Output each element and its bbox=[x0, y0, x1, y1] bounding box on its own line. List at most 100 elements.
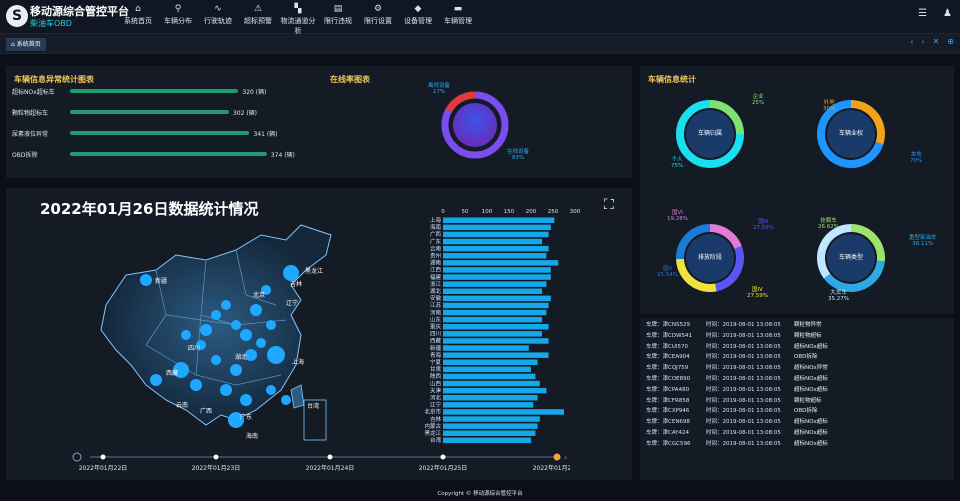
alert-log-row[interactable]: 车牌：津CNS529 时间：2019-08-01 13:08:05 颗粒物异常 bbox=[646, 320, 950, 331]
map-city-dot[interactable] bbox=[211, 310, 221, 320]
alert-log-row[interactable]: 车牌：津CGC596 时间：2019-08-01 13:08:05 超标NOx超标 bbox=[646, 439, 950, 450]
alert-log-row[interactable]: 车牌：津CDW541 时间：2019-08-01 13:08:05 颗粒物超标 bbox=[646, 331, 950, 342]
province-bar[interactable] bbox=[443, 231, 549, 238]
map-city-dot[interactable] bbox=[150, 374, 162, 386]
map-city-dot[interactable] bbox=[181, 330, 191, 340]
province-bar[interactable] bbox=[443, 352, 549, 358]
date-timeline[interactable]: › 2022年01月22日 2022年01月23日 2022年01月24日 2022年0… bbox=[70, 452, 581, 474]
province-bar[interactable] bbox=[443, 295, 551, 302]
nav-item-3[interactable]: ⚠ 超标预警 bbox=[238, 2, 278, 36]
map-city-dot[interactable] bbox=[283, 265, 299, 281]
timeline-play-button[interactable] bbox=[72, 452, 82, 462]
alert-log-row[interactable]: 车牌：津COE890 时间：2019-08-01 13:08:05 超标NOx超标 bbox=[646, 374, 950, 385]
map-taiwan bbox=[290, 384, 305, 409]
province-bar[interactable] bbox=[443, 217, 555, 224]
map-city-dot[interactable] bbox=[256, 338, 266, 348]
map-city-dot[interactable] bbox=[231, 320, 241, 330]
province-bar[interactable] bbox=[443, 316, 542, 323]
map-city-dot[interactable] bbox=[221, 300, 231, 310]
map-city-dot[interactable] bbox=[190, 379, 202, 391]
alert-log-row[interactable]: 车牌：津CPA480 时间：2019-08-01 13:08:05 超标NOx超标 bbox=[646, 385, 950, 396]
alert-log-row[interactable]: 车牌：津CUI570 时间：2019-08-01 13:08:05 超标NOx超标 bbox=[646, 342, 950, 353]
nav-item-7[interactable]: ◆ 设备管理 bbox=[398, 2, 438, 36]
log-plate: 车牌：津CAY424 bbox=[646, 429, 690, 436]
province-bar[interactable] bbox=[443, 281, 547, 287]
province-bar[interactable] bbox=[443, 274, 551, 280]
province-bar[interactable] bbox=[443, 224, 551, 231]
timeline-node[interactable] bbox=[327, 454, 333, 460]
province-bar[interactable] bbox=[443, 309, 547, 316]
map-city-dot[interactable] bbox=[230, 364, 242, 376]
map-city-dot[interactable] bbox=[261, 285, 271, 295]
map-city-dot[interactable] bbox=[245, 349, 257, 361]
province-bar[interactable] bbox=[443, 366, 531, 373]
province-bar[interactable] bbox=[443, 324, 549, 330]
province-bar[interactable] bbox=[443, 331, 542, 337]
province-bar[interactable] bbox=[443, 402, 534, 408]
province-bar[interactable] bbox=[443, 260, 559, 266]
tab-home[interactable]: ⌂ 系统首页 bbox=[6, 38, 46, 51]
nav-item-8[interactable]: ▬ 车辆管理 bbox=[438, 2, 478, 36]
alert-log-row[interactable]: 车牌：津CAY424 时间：2019-08-01 13:08:05 超标NOx超标 bbox=[646, 428, 950, 439]
x-tick-label: 150 bbox=[504, 209, 515, 215]
map-city-dot[interactable] bbox=[196, 340, 206, 350]
tab-close-icon[interactable]: ✕ bbox=[932, 37, 940, 46]
map-city-dot[interactable] bbox=[200, 324, 212, 336]
province-bar[interactable] bbox=[443, 288, 542, 295]
nav-item-6[interactable]: ⚙ 限行设置 bbox=[358, 2, 398, 36]
province-bar[interactable] bbox=[443, 423, 538, 429]
user-icon[interactable]: ♟ bbox=[943, 8, 952, 19]
fullscreen-icon[interactable]: ⛶ bbox=[604, 197, 614, 213]
map-city-dot[interactable] bbox=[250, 304, 262, 316]
nav-item-5[interactable]: ▤ 限行违规 bbox=[318, 2, 358, 36]
province-bar[interactable] bbox=[443, 409, 564, 415]
province-bar[interactable] bbox=[443, 359, 538, 366]
map-city-dot[interactable] bbox=[220, 384, 232, 396]
province-bar[interactable] bbox=[443, 238, 542, 245]
map-city-dot[interactable] bbox=[228, 412, 244, 428]
tab-more-icon[interactable]: ⊕ bbox=[947, 37, 954, 46]
province-bar[interactable] bbox=[443, 387, 547, 394]
province-bar[interactable] bbox=[443, 302, 549, 309]
province-bar[interactable] bbox=[443, 430, 536, 437]
timeline-node[interactable] bbox=[553, 453, 561, 461]
alert-log-row[interactable]: 车牌：津CXP946 时间：2019-08-01 13:08:05 OBD拆除 bbox=[646, 406, 950, 417]
nav-item-4[interactable]: ▚ 物流通道分析 bbox=[278, 2, 318, 36]
map-city-dot[interactable] bbox=[240, 329, 252, 341]
map-city-dot[interactable] bbox=[266, 320, 276, 330]
province-bar[interactable] bbox=[443, 338, 549, 344]
alert-log-row[interactable]: 车牌：津CEA904 时间：2019-08-01 13:08:05 OBD拆除 bbox=[646, 352, 950, 363]
province-bar[interactable] bbox=[443, 267, 551, 273]
timeline-node[interactable] bbox=[440, 454, 446, 460]
province-bar[interactable] bbox=[443, 416, 540, 422]
province-bar[interactable] bbox=[443, 395, 538, 401]
map-city-dot[interactable] bbox=[267, 346, 285, 364]
province-bar[interactable] bbox=[443, 345, 529, 351]
map-city-dot[interactable] bbox=[266, 385, 276, 395]
map-city-dot[interactable] bbox=[240, 394, 252, 406]
timeline-node[interactable] bbox=[100, 454, 106, 460]
map-city-dot[interactable] bbox=[173, 362, 189, 378]
alert-log-row[interactable]: 车牌：津CEN698 时间：2019-08-01 13:08:05 超标NOx超标 bbox=[646, 417, 950, 428]
province-bar[interactable] bbox=[443, 245, 549, 252]
alert-log-row[interactable]: 车牌：津CFR858 时间：2019-08-01 13:08:05 颗粒物超标 bbox=[646, 396, 950, 407]
map-label: 四川 bbox=[188, 345, 201, 352]
log-status: OBD拆除 bbox=[794, 408, 818, 415]
province-bar[interactable] bbox=[443, 253, 547, 259]
timeline-node[interactable] bbox=[213, 454, 219, 460]
province-bar[interactable] bbox=[443, 373, 536, 380]
nav-item-2[interactable]: ∿ 行驶轨迹 bbox=[198, 2, 238, 36]
timeline-next-icon[interactable]: › bbox=[564, 453, 567, 462]
map-city-dot[interactable] bbox=[211, 355, 221, 365]
alert-log-row[interactable]: 车牌：津CQJ759 时间：2019-08-01 13:08:05 超标NOx异常 bbox=[646, 363, 950, 374]
province-bar[interactable] bbox=[443, 380, 540, 387]
nav-item-1[interactable]: ⚲ 车辆分布 bbox=[158, 2, 198, 36]
tab-prev-icon[interactable]: ‹ bbox=[910, 37, 914, 46]
map-city-dot[interactable] bbox=[281, 395, 291, 405]
tab-next-icon[interactable]: › bbox=[921, 37, 925, 46]
nav-item-0[interactable]: ⌂ 系统首页 bbox=[118, 2, 158, 36]
menu-icon[interactable]: ☰ bbox=[918, 8, 928, 19]
map-city-dot[interactable] bbox=[140, 274, 152, 286]
china-map[interactable] bbox=[86, 215, 386, 445]
province-bar[interactable] bbox=[443, 437, 531, 444]
